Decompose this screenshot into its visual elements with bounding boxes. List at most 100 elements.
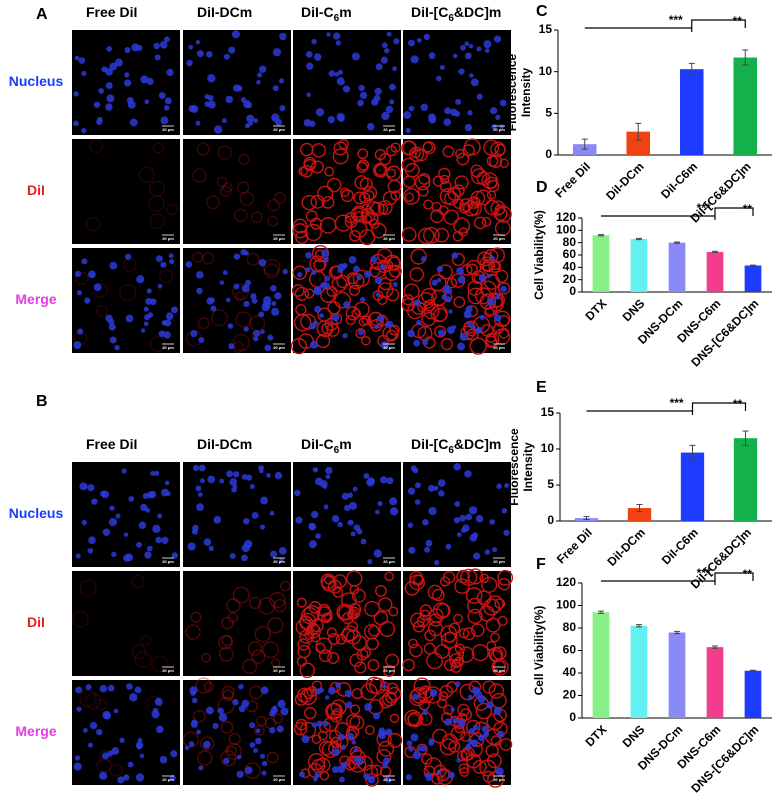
membrane-stain xyxy=(494,598,506,609)
nucleus-stain xyxy=(484,549,491,555)
membrane-stain xyxy=(489,247,506,264)
membrane-stain xyxy=(311,734,322,744)
nucleus-stain xyxy=(144,99,150,105)
nucleus-stain xyxy=(144,314,150,321)
nucleus-stain xyxy=(407,39,415,47)
nucleus-stain xyxy=(272,705,277,710)
micrograph xyxy=(183,571,291,676)
nucleus-stain xyxy=(146,545,153,552)
membrane-stain xyxy=(454,175,469,190)
nucleus-stain xyxy=(410,733,419,742)
nucleus-stain xyxy=(190,720,199,728)
bar xyxy=(733,57,758,155)
x-tick-label: Free DiI xyxy=(552,159,593,200)
membrane-stain xyxy=(233,208,248,223)
nucleus-stain xyxy=(423,33,430,41)
nucleus-stain xyxy=(338,776,345,783)
membrane-stain xyxy=(185,624,201,640)
membrane-stain xyxy=(462,144,475,157)
nucleus-stain xyxy=(441,294,447,300)
membrane-stain xyxy=(166,203,178,216)
nucleus-stain xyxy=(370,255,378,263)
membrane-stain xyxy=(423,226,440,244)
y-tick-label: 60 xyxy=(563,247,577,261)
nucleus-stain xyxy=(241,284,250,293)
nucleus-stain xyxy=(251,512,259,519)
nucleus-stain xyxy=(452,717,459,724)
membrane-stain xyxy=(195,677,212,694)
nucleus-stain xyxy=(277,699,286,709)
membrane-stain xyxy=(458,763,470,774)
header-part: Free DiI xyxy=(86,436,137,452)
nucleus-stain xyxy=(334,72,340,77)
membrane-stain xyxy=(431,201,442,212)
membrane-stain xyxy=(486,640,497,651)
nucleus-stain xyxy=(208,545,214,551)
membrane-stain xyxy=(450,725,466,741)
nucleus-stain xyxy=(360,538,367,545)
scale-bar-label: 20 μm xyxy=(493,236,505,241)
y-tick-label: 10 xyxy=(541,441,555,455)
nucleus-stain xyxy=(166,68,174,77)
y-tick-label: 120 xyxy=(556,210,576,224)
membrane-stain xyxy=(307,753,326,771)
nucleus-stain xyxy=(158,92,166,100)
nucleus-stain xyxy=(245,474,253,481)
nucleus-stain xyxy=(115,513,121,519)
scale-bar-label: 20 μm xyxy=(273,668,285,673)
significance-label: *** xyxy=(670,396,684,410)
membrane-stain xyxy=(347,610,357,620)
nucleus-stain xyxy=(422,518,429,526)
nucleus-stain xyxy=(377,314,385,322)
membrane-stain xyxy=(484,273,501,290)
nucleus-stain xyxy=(322,720,329,727)
nucleus-stain xyxy=(225,95,234,104)
membrane-stain xyxy=(338,138,349,150)
column-header: DiI-C6m xyxy=(301,436,352,456)
nucleus-stain xyxy=(306,62,314,70)
scale-bar-label: 20 μm xyxy=(162,127,174,132)
nucleus-stain xyxy=(434,560,440,566)
nucleus-stain xyxy=(348,501,358,510)
membrane-stain xyxy=(348,755,367,773)
membrane-stain xyxy=(443,659,457,672)
membrane-stain xyxy=(300,164,313,178)
nucleus-stain xyxy=(352,486,358,492)
nucleus-stain xyxy=(192,464,199,471)
membrane-stain xyxy=(201,252,215,265)
membrane-stain xyxy=(441,733,458,750)
bar xyxy=(744,670,762,718)
panel-letter: D xyxy=(536,179,548,196)
membrane-stain xyxy=(217,696,235,714)
membrane-stain xyxy=(349,715,365,731)
membrane-stain xyxy=(119,284,137,302)
membrane-stain xyxy=(304,706,317,720)
membrane-stain xyxy=(430,209,445,224)
nucleus-stain xyxy=(445,296,452,303)
nucleus-stain xyxy=(87,547,94,554)
nucleus-stain xyxy=(344,689,353,698)
x-tick-label: DiI-C6m xyxy=(659,525,701,567)
membrane-stain xyxy=(499,158,509,169)
nucleus-stain xyxy=(136,275,145,284)
error-bar xyxy=(750,264,756,267)
nucleus-stain xyxy=(89,721,98,730)
nucleus-stain xyxy=(160,261,167,268)
nucleus-stain xyxy=(352,265,360,273)
membrane-stain xyxy=(311,759,326,774)
column-header: DiI-[C6&DC]m xyxy=(411,4,501,24)
nucleus-stain xyxy=(337,521,343,528)
membrane-stain xyxy=(345,629,362,645)
nucleus-stain xyxy=(188,741,195,747)
nucleus-stain xyxy=(412,693,419,701)
membrane-stain xyxy=(433,764,447,778)
nucleus-stain xyxy=(435,75,442,82)
membrane-stain xyxy=(326,286,338,297)
nucleus-stain xyxy=(125,314,134,323)
membrane-stain xyxy=(140,635,152,646)
significance-label: ** xyxy=(743,567,753,581)
nucleus-stain xyxy=(73,341,82,350)
nucleus-stain xyxy=(499,99,507,107)
membrane-stain xyxy=(360,683,378,701)
